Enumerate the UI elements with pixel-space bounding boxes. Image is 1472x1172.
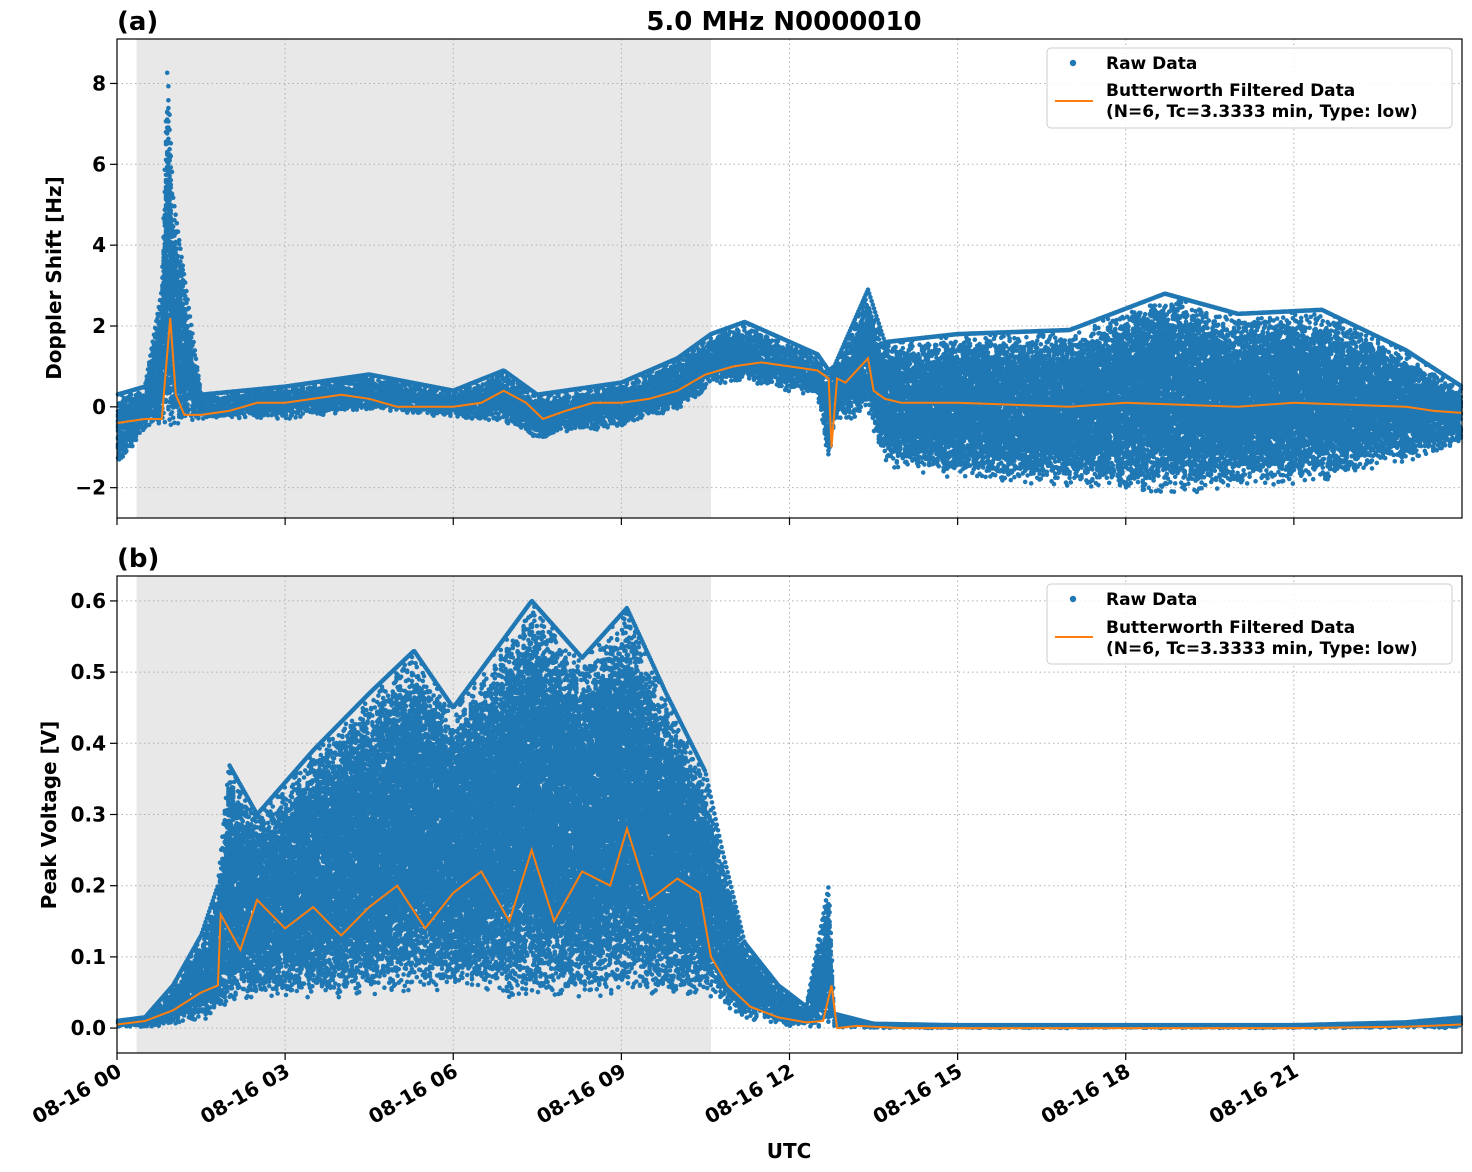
panel-b-legend-box — [1046, 583, 1453, 665]
chart-title: 5.0 MHz N0000010 — [646, 7, 921, 37]
panel-b-raw-data-points — [115, 598, 1464, 1031]
panel-b-legend-raw-label: Raw Data — [1106, 590, 1197, 610]
panel-b-legend: Raw Data Butterworth Filtered Data (N=6,… — [1046, 583, 1453, 665]
panel-a-legend-box — [1046, 47, 1453, 129]
panel-a-legend-filtered-params: (N=6, Tc=3.3333 min, Type: low) — [1106, 102, 1418, 122]
y-tick-label: 2 — [92, 314, 106, 338]
panel-a-filtered-line — [116, 317, 1463, 448]
panel-b-legend-raw-marker — [1069, 595, 1077, 603]
x-tick-label: 08-16 18 — [1037, 1059, 1135, 1129]
panel-a-doppler-shift: −2 0 2 4 6 8 (a) 5.0 MHz N0000010 Doppler Shi… — [42, 7, 1464, 525]
y-tick-label: 0.3 — [71, 803, 106, 827]
panel-b-legend-filtered-label: Butterworth Filtered Data — [1106, 618, 1355, 638]
x-tick-label: 08-16 09 — [532, 1059, 630, 1129]
x-tick-label: 08-16 12 — [700, 1059, 798, 1129]
panel-b-label: (b) — [117, 544, 159, 574]
y-tick-label: 0 — [92, 395, 106, 419]
panel-b-filtered-line — [116, 825, 1463, 1030]
x-tick-label: 08-16 03 — [196, 1059, 294, 1129]
panel-a-x-tick-marks — [116, 518, 1295, 525]
panel-b-y-axis-label: Peak Voltage [V] — [37, 721, 61, 910]
y-tick-label: 4 — [92, 233, 106, 257]
panel-a-legend-filtered-label: Butterworth Filtered Data — [1106, 81, 1355, 101]
x-tick-label: 08-16 00 — [28, 1059, 126, 1129]
panel-a-legend-raw-label: Raw Data — [1106, 54, 1197, 74]
y-tick-label: 8 — [92, 71, 106, 95]
panel-a-legend: Raw Data Butterworth Filtered Data (N=6,… — [1046, 47, 1453, 129]
panel-a-y-ticks: −2 0 2 4 6 8 — [75, 71, 117, 500]
y-tick-label: 0.2 — [71, 874, 106, 898]
raw-data-scatter — [115, 70, 1464, 495]
y-tick-label: 0.4 — [71, 731, 106, 755]
y-tick-label: 0.5 — [71, 660, 106, 684]
panel-a-raw-data-points — [115, 70, 1464, 495]
y-tick-label: 6 — [92, 152, 106, 176]
panel-a-y-axis-label: Doppler Shift [Hz] — [42, 176, 66, 380]
panel-a-shaded-region — [136, 39, 712, 518]
panel-a-legend-raw-marker — [1069, 59, 1077, 67]
panel-b-legend-filtered-params: (N=6, Tc=3.3333 min, Type: low) — [1106, 639, 1418, 659]
x-tick-label: 08-16 15 — [869, 1059, 967, 1129]
y-tick-label: −2 — [75, 476, 106, 500]
raw-data-scatter — [115, 598, 1464, 1031]
x-axis-label: UTC — [767, 1139, 812, 1163]
panel-a-label: (a) — [117, 7, 158, 37]
panel-b-peak-voltage: 0.00.10.20.30.40.50.6 08-16 00 08-16 03 08… — [28, 544, 1464, 1163]
panel-b-y-ticks: 0.0 0.1 0.2 0.3 0.4 0.5 0.6 — [71, 589, 117, 1040]
y-tick-label: 0.0 — [71, 1016, 106, 1040]
x-tick-label: 08-16 21 — [1205, 1059, 1303, 1129]
panel-b-x-ticks: 08-16 00 08-16 03 08-16 06 08-16 09 08-16 12… — [28, 1053, 1302, 1129]
y-tick-label: 0.6 — [71, 589, 106, 613]
y-tick-label: 0.1 — [71, 945, 106, 969]
x-tick-label: 08-16 06 — [364, 1059, 462, 1129]
